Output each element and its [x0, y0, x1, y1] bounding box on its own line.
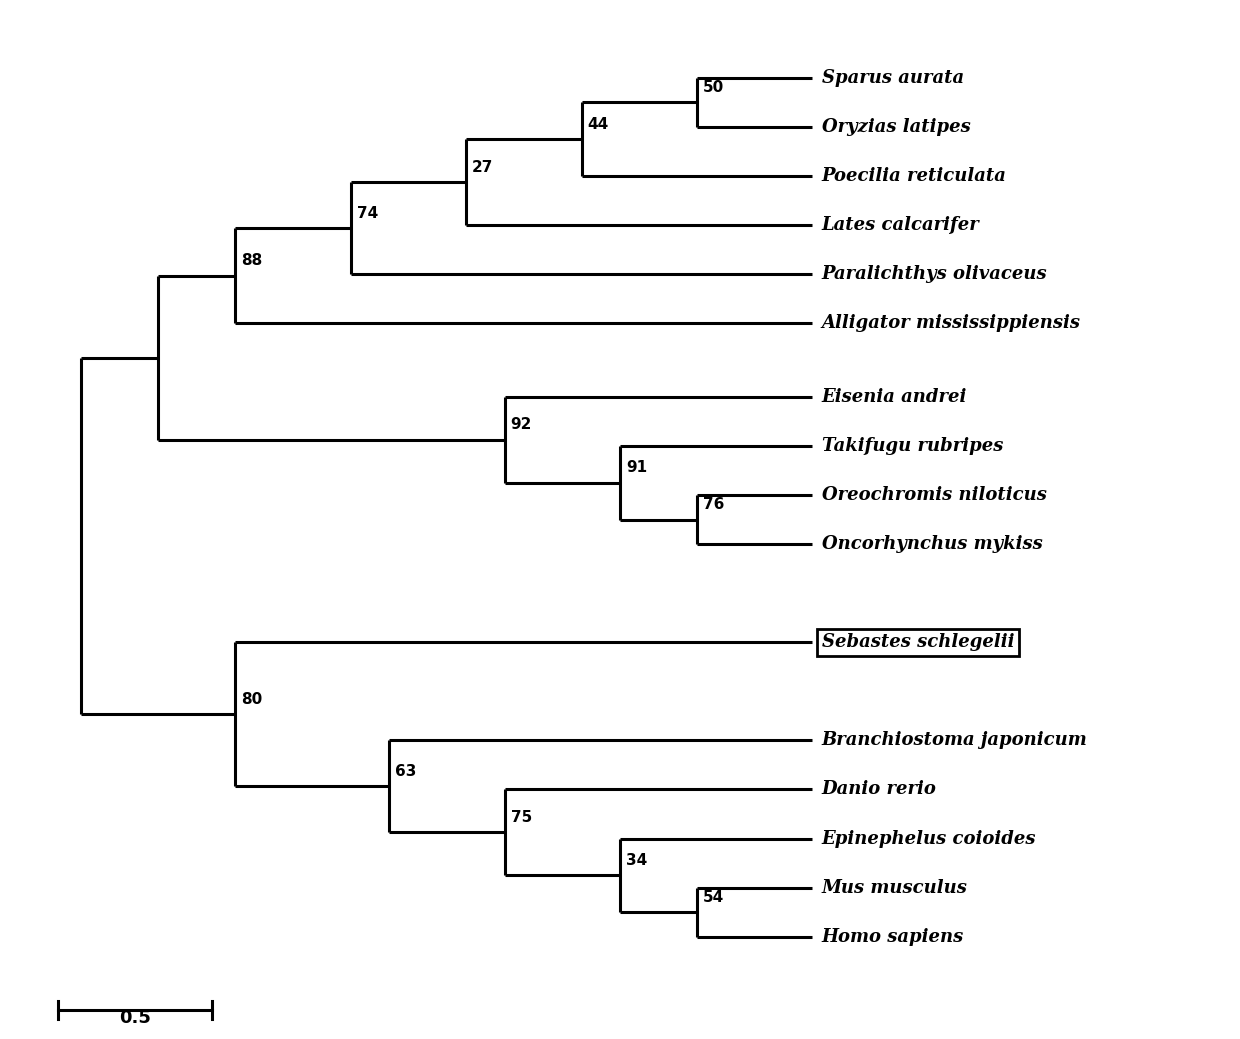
Text: 34: 34 — [626, 853, 647, 868]
Text: 88: 88 — [242, 254, 263, 268]
Text: Lates calcarifer: Lates calcarifer — [822, 216, 980, 234]
Text: Homo sapiens: Homo sapiens — [822, 928, 963, 945]
Text: 50: 50 — [703, 80, 724, 95]
Text: 76: 76 — [703, 497, 724, 512]
Text: 0.5: 0.5 — [119, 1010, 151, 1028]
Text: Sebastes schlegelii: Sebastes schlegelii — [822, 633, 1014, 651]
Text: Oncorhynchus mykiss: Oncorhynchus mykiss — [822, 535, 1043, 553]
Text: 74: 74 — [357, 206, 378, 220]
Text: Epinephelus coioides: Epinephelus coioides — [822, 829, 1037, 848]
Text: Takifugu rubripes: Takifugu rubripes — [822, 436, 1003, 455]
Text: Poecilia reticulata: Poecilia reticulata — [822, 167, 1007, 185]
Text: Danio rerio: Danio rerio — [822, 780, 936, 798]
Text: Sparus aurata: Sparus aurata — [822, 69, 963, 87]
Text: 80: 80 — [242, 692, 263, 707]
Text: Paralichthys olivaceus: Paralichthys olivaceus — [822, 265, 1048, 283]
Text: Oryzias latipes: Oryzias latipes — [822, 117, 971, 136]
Text: 75: 75 — [511, 810, 532, 825]
Text: Oreochromis niloticus: Oreochromis niloticus — [822, 486, 1047, 504]
Text: 54: 54 — [703, 889, 724, 905]
Text: 44: 44 — [588, 116, 609, 132]
Text: Alligator mississippiensis: Alligator mississippiensis — [822, 314, 1081, 332]
Text: Mus musculus: Mus musculus — [822, 879, 967, 897]
Text: 63: 63 — [396, 764, 417, 779]
Text: 91: 91 — [626, 460, 647, 475]
Text: 27: 27 — [472, 160, 494, 175]
Text: Branchiostoma japonicum: Branchiostoma japonicum — [822, 731, 1087, 749]
Text: 92: 92 — [511, 418, 532, 432]
Text: Eisenia andrei: Eisenia andrei — [822, 388, 967, 406]
